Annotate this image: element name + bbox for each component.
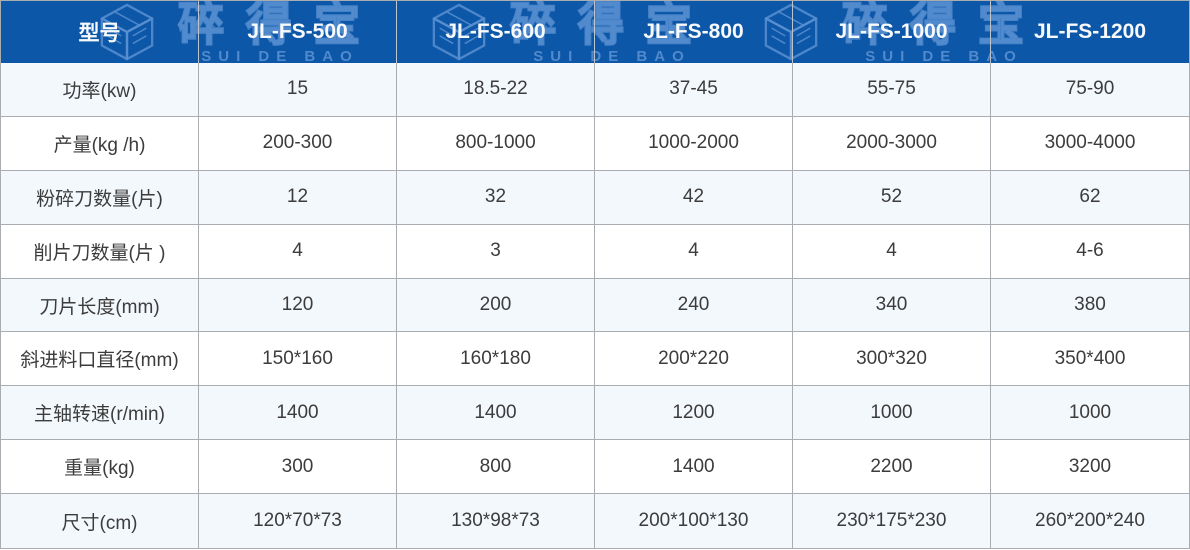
data-cell: 75-90	[991, 63, 1189, 117]
data-cell: 120*70*73	[199, 494, 397, 549]
data-cell: 1200	[595, 386, 793, 441]
row-label: 粉碎刀数量(片)	[1, 170, 199, 225]
data-cell: 150*160	[199, 332, 397, 387]
data-cell: 52	[793, 170, 991, 225]
row-label: 产量(kg /h)	[1, 116, 199, 171]
data-cell: 1000	[991, 386, 1189, 441]
data-cell: 1000	[793, 386, 991, 441]
data-cell: 240	[595, 278, 793, 333]
data-cell: 200*220	[595, 332, 793, 387]
data-cell: 300	[199, 440, 397, 495]
data-cell: 2000-3000	[793, 116, 991, 171]
data-cell: 230*175*230	[793, 494, 991, 549]
data-cell: 32	[397, 170, 595, 225]
table-row-inlet-diameter: 斜进料口直径(mm) 150*160 160*180 200*220 300*3…	[1, 332, 1189, 387]
data-cell: 1000-2000	[595, 116, 793, 171]
table-row-output: 产量(kg /h) 200-300 800-1000 1000-2000 200…	[1, 116, 1189, 171]
data-cell: 130*98*73	[397, 494, 595, 549]
data-cell: 200-300	[199, 116, 397, 171]
data-cell: 4	[199, 224, 397, 279]
data-cell: 15	[199, 63, 397, 117]
data-cell: 3	[397, 224, 595, 279]
table-row-crushing-blades: 粉碎刀数量(片) 12 32 42 52 62	[1, 170, 1189, 225]
data-cell: 200	[397, 278, 595, 333]
data-cell: 300*320	[793, 332, 991, 387]
data-cell: 800	[397, 440, 595, 495]
data-cell: 350*400	[991, 332, 1189, 387]
row-label: 刀片长度(mm)	[1, 278, 199, 333]
table-row-dimensions: 尺寸(cm) 120*70*73 130*98*73 200*100*130 2…	[1, 494, 1189, 549]
data-cell: 800-1000	[397, 116, 595, 171]
header-model-jl-fs-1000: JL-FS-1000	[793, 1, 991, 63]
header-model-jl-fs-800: JL-FS-800	[595, 1, 793, 63]
row-label: 斜进料口直径(mm)	[1, 332, 199, 387]
data-cell: 1400	[199, 386, 397, 441]
data-cell: 380	[991, 279, 1189, 333]
row-label: 主轴转速(r/min)	[1, 386, 199, 441]
data-cell: 62	[991, 171, 1189, 225]
table-row-weight: 重量(kg) 300 800 1400 2200 3200	[1, 440, 1189, 495]
data-cell: 340	[793, 278, 991, 333]
data-cell: 1400	[595, 440, 793, 495]
data-cell: 37-45	[595, 63, 793, 117]
data-cell: 4	[793, 224, 991, 279]
data-cell: 160*180	[397, 332, 595, 387]
data-cell: 4	[595, 224, 793, 279]
data-cell: 18.5-22	[397, 63, 595, 117]
data-cell: 4-6	[991, 225, 1189, 279]
data-cell: 2200	[793, 440, 991, 495]
table-row-power: 功率(kw) 15 18.5-22 37-45 55-75 75-90	[1, 63, 1189, 117]
row-label: 重量(kg)	[1, 440, 199, 495]
header-model-label: 型号	[1, 1, 199, 63]
table-body: 功率(kw) 15 18.5-22 37-45 55-75 75-90 产量(k…	[1, 63, 1189, 549]
table-header-row: 碎得宝 SUI DE BAO 碎得宝 S	[1, 1, 1189, 63]
row-label: 功率(kw)	[1, 63, 199, 117]
header-model-jl-fs-1200: JL-FS-1200	[1033, 20, 1147, 43]
data-cell: 42	[595, 170, 793, 225]
table-row-blade-length: 刀片长度(mm) 120 200 240 340 380	[1, 278, 1189, 333]
data-cell: 120	[199, 278, 397, 333]
row-label: 削片刀数量(片 )	[1, 224, 199, 279]
data-cell: 200*100*130	[595, 494, 793, 549]
table-row-chipping-blades: 削片刀数量(片 ) 4 3 4 4 4-6	[1, 224, 1189, 279]
header-model-jl-fs-500: JL-FS-500	[199, 1, 397, 63]
data-cell: 55-75	[793, 63, 991, 117]
data-cell: 12	[199, 170, 397, 225]
data-cell: 260*200*240	[1035, 510, 1145, 532]
data-cell: 3000-4000	[991, 117, 1189, 171]
row-label: 尺寸(cm)	[1, 494, 199, 549]
data-cell: 3200	[991, 440, 1189, 495]
header-model-jl-fs-600: JL-FS-600	[397, 1, 595, 63]
data-cell: 1400	[397, 386, 595, 441]
table-row-spindle-speed: 主轴转速(r/min) 1400 1400 1200 1000 1000	[1, 386, 1189, 441]
